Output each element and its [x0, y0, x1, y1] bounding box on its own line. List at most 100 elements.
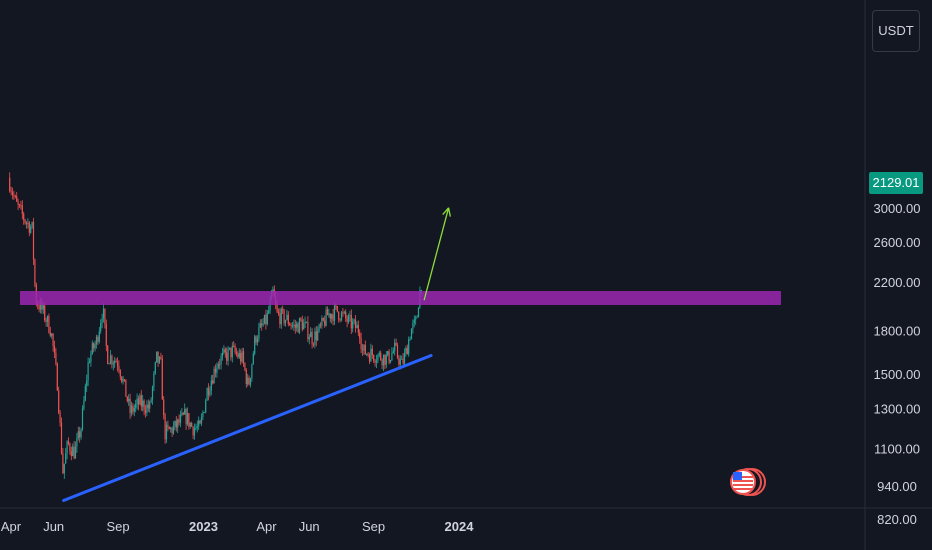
candle [11, 187, 14, 200]
candle [45, 317, 47, 327]
candle [304, 316, 306, 328]
candle [389, 359, 392, 364]
candle [335, 304, 337, 311]
candle [392, 347, 394, 354]
candle [224, 347, 226, 358]
candle [83, 396, 85, 411]
price-tick-6: 1100.00 [874, 441, 920, 456]
candle [227, 346, 229, 366]
candle [259, 319, 261, 329]
candle [198, 416, 200, 430]
candle [9, 172, 11, 193]
last-price-badge: 2129.01 [869, 172, 923, 194]
candle [130, 401, 133, 417]
candle [394, 338, 396, 356]
candle [298, 317, 301, 335]
candle [25, 221, 28, 229]
candle [150, 397, 152, 404]
candle [380, 350, 382, 361]
candle [74, 441, 77, 459]
candle [59, 409, 61, 427]
candle [86, 374, 88, 393]
time-tick-3: 2023 [189, 519, 218, 534]
candle [377, 353, 379, 364]
candle [114, 356, 116, 368]
candle [136, 393, 138, 410]
plot-background [0, 0, 865, 508]
candle [91, 340, 93, 355]
candle [118, 360, 120, 374]
candle [93, 342, 95, 353]
candle [346, 315, 348, 328]
candle [203, 411, 205, 414]
candle [95, 334, 98, 349]
candle [73, 441, 75, 460]
candle [408, 336, 410, 357]
candle [167, 420, 169, 432]
candle [146, 400, 148, 417]
candle [135, 399, 137, 413]
time-tick-6: Sep [362, 519, 385, 534]
candle [373, 354, 375, 364]
candle [258, 322, 260, 342]
candle [123, 378, 126, 382]
candle [326, 306, 329, 316]
candle [280, 307, 282, 329]
candle [367, 351, 369, 358]
candle [196, 420, 198, 433]
candle [156, 351, 158, 363]
currency-selector[interactable]: USDT [872, 10, 920, 52]
candle [207, 383, 210, 401]
candle [16, 192, 18, 202]
candle [234, 343, 236, 355]
candle [240, 349, 242, 365]
candle [310, 327, 312, 338]
candle [76, 432, 78, 453]
candle [322, 317, 324, 322]
candle [60, 417, 63, 455]
candle [80, 427, 82, 440]
candle [262, 318, 264, 328]
candle [294, 319, 296, 334]
price-tick-4: 1500.00 [874, 367, 921, 382]
candle [277, 308, 280, 316]
candle [217, 361, 219, 370]
candle [72, 443, 74, 457]
price-tick-7: 940.00 [877, 479, 917, 494]
candle [209, 385, 211, 398]
candle [88, 358, 91, 364]
candle [219, 358, 221, 370]
candle [109, 350, 112, 365]
candle [283, 308, 285, 326]
candle [142, 395, 144, 412]
time-tick-1: Jun [43, 519, 64, 534]
candle [77, 426, 79, 441]
candle [104, 308, 106, 329]
candle [401, 355, 403, 360]
candle [336, 305, 338, 313]
candle [268, 305, 270, 315]
candle [28, 220, 30, 237]
candle [375, 354, 378, 369]
candle [58, 386, 60, 415]
candle [396, 342, 399, 360]
candle [140, 390, 142, 411]
candle [206, 387, 208, 401]
candle [129, 393, 131, 419]
candle [350, 309, 352, 334]
candle [67, 437, 70, 446]
candle [51, 332, 53, 339]
candle [179, 410, 182, 428]
candle [331, 313, 333, 324]
candle [175, 416, 177, 432]
candle [107, 344, 109, 365]
currency-label: USDT [878, 23, 914, 38]
candle [101, 313, 103, 329]
candle [199, 419, 201, 424]
candle [366, 353, 368, 357]
us-flag-icon[interactable] [730, 468, 766, 496]
candle [256, 335, 259, 346]
price-tick-2: 2200.00 [874, 275, 921, 290]
candle [191, 421, 193, 427]
